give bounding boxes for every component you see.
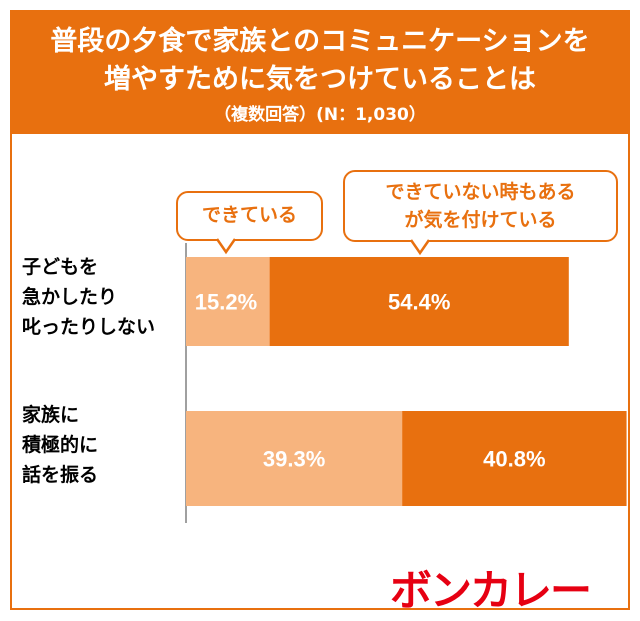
data-label-1-series2: 54.4% [388, 290, 450, 315]
legend-callout-series1-text: できている [201, 204, 297, 226]
legend-callout-series1: できている [176, 191, 323, 241]
legend-callout-series2-text-line2: が気を付けている [404, 209, 557, 231]
data-label-2-series2: 40.8% [483, 447, 545, 472]
chart-title-line2: 増やすために気をつけていることは [104, 64, 536, 95]
chart-subtitle: （複数回答）(N：1,030） [214, 105, 426, 125]
data-label-2-series1: 39.3% [263, 447, 325, 472]
legend-callout-series1-pointer [215, 238, 237, 255]
category-label-1: 子どもを 急かしたり 叱ったりしない [22, 256, 156, 338]
chart-frame [10, 134, 630, 610]
bar-1-series2 [269, 257, 569, 346]
bar-2-series1 [186, 411, 403, 506]
data-label-1-series1: 15.2% [195, 290, 257, 315]
chart-title-line1: 普段の夕食で家族とのコミュニケーションを [50, 26, 590, 57]
title-banner: 普段の夕食で家族とのコミュニケーションを 増やすために気をつけていることは （複… [10, 10, 630, 134]
legend-callout-series2-pointer [409, 239, 431, 256]
bar-2-series2 [402, 411, 627, 506]
brand-logo: ボンカレー [390, 566, 592, 615]
category-label-2: 家族に 積極的に 話を振る [22, 404, 99, 486]
bar-1-series1 [186, 257, 270, 346]
legend-callout-series2-text-line1: できていない時もある [385, 181, 576, 203]
legend-callout-series2: できていない時もある が気を付けている [343, 170, 618, 242]
